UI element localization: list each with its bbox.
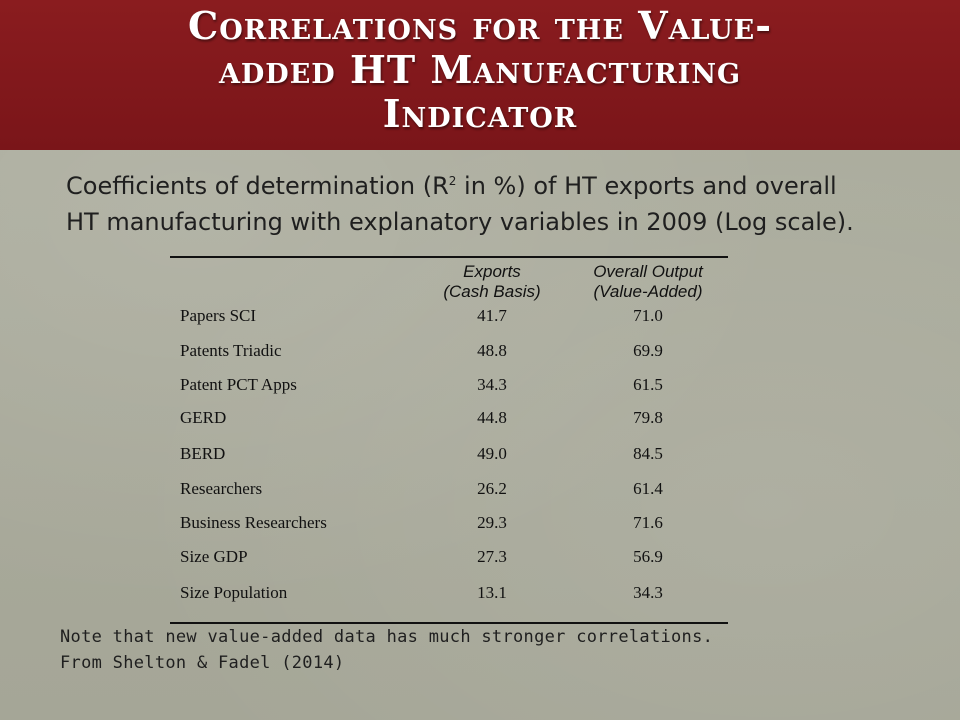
column-header-overall-line1: Overall Output	[593, 262, 703, 281]
overall-value: 34.3	[633, 583, 663, 602]
slide-subtitle: Coefficients of determination (R2 in %) …	[66, 168, 926, 240]
row-label: Patent PCT Apps	[180, 375, 297, 394]
row-label: Size Population	[180, 583, 288, 602]
overall-value: 56.9	[633, 547, 663, 566]
footnote-line-1: Note that new value-added data has much …	[60, 627, 714, 647]
row-label: Researchers	[180, 479, 263, 498]
column-header-overall-line2: (Value-Added)	[593, 282, 703, 301]
exports-value: 34.3	[477, 375, 507, 394]
overall-value: 84.5	[633, 444, 663, 463]
exports-value: 49.0	[477, 444, 507, 463]
slide-title: Correlations for the Value- added HT Man…	[60, 4, 900, 136]
table-row: Patent PCT Apps 34.3 61.5	[170, 373, 728, 397]
exports-value: 44.8	[477, 408, 507, 427]
table-row: Papers SCI 41.7 71.0	[170, 304, 728, 328]
column-header-exports-line2: (Cash Basis)	[443, 282, 541, 301]
overall-value: 71.0	[633, 306, 663, 325]
row-label: Papers SCI	[180, 306, 257, 325]
subtitle-line-2: HT manufacturing with explanatory variab…	[66, 208, 854, 236]
overall-value: 69.9	[633, 341, 663, 360]
overall-value: 71.6	[633, 513, 663, 532]
table-row: GERD 44.8 79.8	[170, 406, 728, 430]
subtitle-line-1: Coefficients of determination (R2 in %) …	[66, 168, 926, 204]
title-bar: Correlations for the Value- added HT Man…	[0, 0, 960, 150]
column-header-exports: Exports (Cash Basis)	[422, 262, 562, 302]
table-row: BERD 49.0 84.5	[170, 442, 728, 466]
overall-value: 79.8	[633, 408, 663, 427]
column-header-exports-line1: Exports	[463, 262, 521, 281]
column-header-overall: Overall Output (Value-Added)	[578, 262, 718, 302]
title-line-1: Correlations for the Value-	[188, 3, 772, 48]
row-label: Patents Triadic	[180, 341, 282, 360]
exports-value: 41.7	[477, 306, 507, 325]
table-row: Size GDP 27.3 56.9	[170, 545, 728, 569]
exports-value: 26.2	[477, 479, 507, 498]
table-row: Researchers 26.2 61.4	[170, 477, 728, 501]
subtitle-pre: Coefficients of determination (R	[66, 172, 449, 200]
footnote-line-2: From Shelton & Fadel (2014)	[60, 653, 345, 673]
table-row: Patents Triadic 48.8 69.9	[170, 339, 728, 363]
title-line-2: added HT Manufacturing	[218, 47, 742, 92]
row-label: BERD	[180, 444, 226, 463]
exports-value: 13.1	[477, 583, 507, 602]
overall-value: 61.4	[633, 479, 663, 498]
exports-value: 27.3	[477, 547, 507, 566]
overall-value: 61.5	[633, 375, 663, 394]
footnote: Note that new value-added data has much …	[60, 624, 920, 676]
row-label: Size GDP	[180, 547, 248, 566]
exports-value: 48.8	[477, 341, 507, 360]
subtitle-post: in %) of HT exports and overall	[456, 172, 837, 200]
subtitle-superscript: 2	[448, 174, 457, 188]
row-label: Business Researchers	[180, 513, 327, 532]
exports-value: 29.3	[477, 513, 507, 532]
table-row: Size Population 13.1 34.3	[170, 581, 728, 605]
correlation-table: Exports (Cash Basis) Overall Output (Val…	[170, 256, 728, 624]
row-label: GERD	[180, 408, 227, 427]
title-line-3: Indicator	[382, 91, 578, 136]
table-row: Business Researchers 29.3 71.6	[170, 511, 728, 535]
